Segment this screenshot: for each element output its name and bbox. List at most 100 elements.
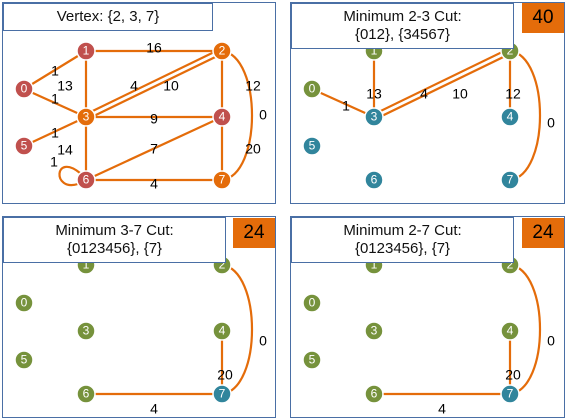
edge-3-2: [84, 47, 222, 116]
edge-2-7: [509, 263, 541, 396]
edge-6-6: [58, 165, 81, 187]
panel-2-title: Minimum 2-3 Cut: {012}, {34567}: [291, 3, 514, 49]
panel-4-title: Minimum 2-7 Cut: {0123456}, {7}: [291, 217, 514, 263]
edge-weight-3-6: 14: [57, 142, 73, 158]
node-label-0: 0: [309, 82, 316, 96]
panel-4-edges: [374, 263, 541, 396]
node-3: 3: [364, 321, 384, 341]
node-label-3: 3: [83, 110, 90, 124]
node-label-2: 2: [219, 258, 226, 272]
node-label-5: 5: [21, 139, 28, 153]
edge-weight-6-7: 4: [438, 401, 446, 417]
edge-weight-0-3: 1: [51, 91, 59, 107]
edge-weight-3-2: 10: [452, 86, 468, 102]
edge-weight-2-4: 12: [245, 78, 261, 94]
edge-weight-6-4: 7: [150, 141, 158, 157]
node-label-7: 7: [507, 173, 514, 187]
node-0: 0: [14, 79, 34, 99]
node-2: 2: [212, 41, 232, 61]
edge-5-3: [23, 116, 87, 147]
panel-1-title-line-1: Vertex: {2, 3, 7}: [56, 8, 160, 25]
edge-weight-5-3: 1: [51, 125, 59, 141]
edge-6-4: [85, 116, 223, 181]
node-label-3: 3: [371, 324, 378, 338]
node-5: 5: [14, 136, 34, 156]
panel-4-title-line-2: {0123456}, {7}: [354, 240, 451, 257]
panel-2-title-line-2: {012}, {34567}: [354, 26, 451, 43]
panel-3-edge-weights: 0 20 4: [150, 333, 267, 417]
node-label-1: 1: [83, 44, 90, 58]
edge-weight-4-7: 20: [245, 141, 261, 157]
node-label-4: 4: [219, 324, 226, 338]
node-3: 3: [76, 321, 96, 341]
edge-weight-1-3: 13: [366, 86, 382, 102]
node-0: 0: [302, 293, 322, 313]
node-label-0: 0: [309, 296, 316, 310]
node-6: 6: [364, 170, 384, 190]
panel-3-cut-value-badge: 24: [233, 218, 275, 248]
edge-weight-2-7: 0: [259, 333, 267, 349]
panel-3-nodes: 0 1 2 3 4 5 6 7: [14, 255, 232, 404]
edge-weight-4-7: 20: [217, 367, 233, 383]
node-7: 7: [500, 384, 520, 404]
edge-weight-2-4: 12: [505, 86, 521, 102]
edge-weight-4-7: 20: [505, 367, 521, 383]
edge-2-7: [509, 49, 541, 182]
node-label-7: 7: [507, 387, 514, 401]
edge-weight-2-7: 0: [259, 107, 267, 123]
node-0: 0: [302, 79, 322, 99]
node-label-1: 1: [371, 258, 378, 272]
panel-vertex: [2, 2, 276, 204]
edge-3-2: [86, 52, 224, 121]
node-7: 7: [212, 384, 232, 404]
node-label-5: 5: [309, 139, 316, 153]
panel-3-edges: [86, 263, 253, 396]
edge-weight-0-1: 1: [51, 63, 59, 79]
node-label-0: 0: [21, 296, 28, 310]
node-6: 6: [76, 170, 96, 190]
panel-2-edges: [311, 47, 541, 182]
node-label-1: 1: [83, 258, 90, 272]
edge-weight-6-6: 1: [50, 154, 58, 170]
node-label-1: 1: [371, 44, 378, 58]
edge-0-3: [311, 87, 375, 119]
node-6: 6: [76, 384, 96, 404]
panel-4-nodes: 0 1 2 3 4 5 6 7: [302, 255, 520, 404]
node-7: 7: [212, 170, 232, 190]
edge-2-7: [221, 49, 253, 182]
node-label-3: 3: [83, 324, 90, 338]
node-label-2: 2: [219, 44, 226, 58]
edge-weight-3-2: 4: [130, 78, 138, 94]
edge-2-7: [221, 263, 253, 396]
panel-4-edge-weights: 0 20 4: [438, 333, 555, 417]
node-0: 0: [14, 293, 34, 313]
node-6: 6: [364, 384, 384, 404]
node-4: 4: [500, 107, 520, 127]
node-4: 4: [212, 107, 232, 127]
node-label-4: 4: [507, 110, 514, 124]
node-label-7: 7: [219, 387, 226, 401]
edge-weight-3-2: 10: [163, 78, 179, 94]
edge-weight-3-2: 4: [420, 86, 428, 102]
node-4: 4: [212, 321, 232, 341]
node-label-6: 6: [83, 387, 90, 401]
node-5: 5: [14, 350, 34, 370]
panel-2-title-line-1: Minimum 2-3 Cut:: [343, 8, 462, 25]
node-label-4: 4: [507, 324, 514, 338]
panel-1-title: Vertex: {2, 3, 7}: [3, 3, 213, 31]
edge-weight-1-3: 13: [57, 78, 73, 94]
node-label-6: 6: [83, 173, 90, 187]
node-label-6: 6: [371, 173, 378, 187]
node-3: 3: [364, 107, 384, 127]
panel-2-nodes: 0 1 2 3 4 5 6 7: [302, 41, 520, 190]
node-label-0: 0: [21, 82, 28, 96]
panel-1-nodes: 0 1 2 3 4 5 6 7: [14, 41, 232, 190]
node-label-7: 7: [219, 173, 226, 187]
node-1: 1: [76, 41, 96, 61]
node-4: 4: [500, 321, 520, 341]
edge-weight-2-7: 0: [547, 333, 555, 349]
edge-weight-1-2: 16: [146, 40, 162, 56]
panel-4-title-line-1: Minimum 2-7 Cut:: [343, 222, 462, 239]
